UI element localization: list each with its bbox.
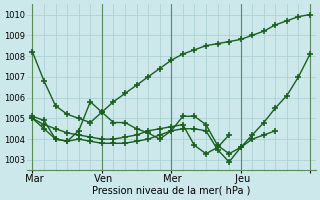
X-axis label: Pression niveau de la mer( hPa ): Pression niveau de la mer( hPa ) — [92, 186, 251, 196]
